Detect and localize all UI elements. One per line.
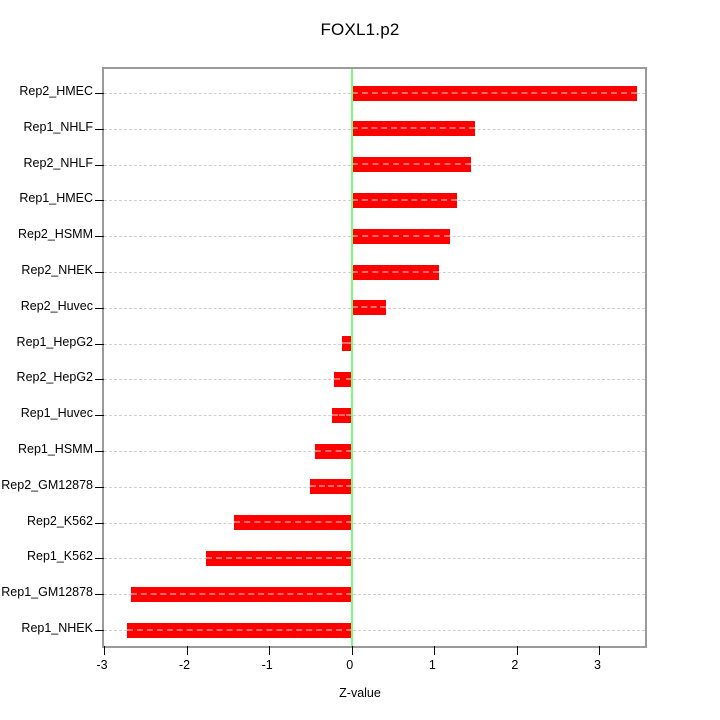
y-axis-tick-label: Rep2_NHEK	[21, 263, 93, 277]
y-axis-tick-label: Rep1_HSMM	[17, 442, 93, 456]
bar-pattern	[333, 377, 352, 380]
y-axis-tick-label: Rep1_NHLF	[23, 119, 93, 134]
x-axis-tick-label: 1	[428, 658, 436, 672]
bar-pattern	[233, 521, 352, 524]
x-axis-tick	[351, 646, 353, 655]
x-axis-tick-label: -3	[96, 658, 108, 672]
zero-reference-line	[350, 69, 353, 646]
gridline	[104, 558, 645, 560]
bar-pattern	[351, 91, 637, 94]
y-axis-tick	[95, 630, 104, 631]
bar-pattern	[351, 234, 450, 237]
y-axis-tick	[95, 200, 104, 202]
y-axis-tick-label: Rep2_Huvec	[20, 298, 93, 313]
y-axis-tick-label: Rep1_Huvec	[20, 406, 93, 421]
bar-pattern	[331, 413, 352, 416]
gridline	[104, 594, 645, 596]
y-axis-tick	[95, 594, 104, 596]
bar[interactable]	[309, 479, 352, 495]
y-axis-tick-label: Rep1_HMEC	[19, 191, 93, 206]
bar-pattern	[309, 485, 352, 488]
bar[interactable]	[351, 264, 440, 280]
y-axis-tick	[95, 379, 104, 381]
plot-inner	[95, 69, 645, 655]
bar[interactable]	[351, 85, 637, 101]
bar-pattern	[131, 592, 352, 595]
gridline	[104, 630, 645, 631]
y-axis-tick-label: Rep2_GM12878	[1, 477, 93, 492]
x-axis-tick	[516, 646, 518, 655]
bar[interactable]	[351, 228, 450, 244]
bar[interactable]	[127, 622, 352, 638]
x-axis-labels: -3 -2 -1 0 1 2 3	[96, 658, 647, 678]
bar-pattern	[351, 306, 386, 309]
bar[interactable]	[351, 300, 386, 316]
bar-pattern	[351, 198, 458, 201]
y-axis-tick-label: Rep2_HepG2	[16, 370, 93, 385]
bar-pattern	[315, 449, 352, 452]
y-axis-tick	[95, 343, 104, 345]
x-axis-tick	[599, 646, 601, 655]
x-axis-tick-label: 2	[511, 658, 519, 672]
y-axis-tick	[95, 486, 104, 488]
x-axis-tick	[434, 646, 436, 655]
x-axis-tick	[186, 646, 188, 655]
y-axis-tick	[95, 93, 104, 94]
bar-pattern	[351, 270, 440, 273]
x-axis-tick-label: 3	[593, 658, 601, 672]
y-axis-labels: Rep2_HMEC Rep1_NHLF Rep2_NHLF Rep1_HMEC Rep2…	[0, 67, 93, 648]
bar[interactable]	[351, 192, 458, 208]
x-axis-tick	[269, 646, 271, 655]
gridline	[104, 486, 645, 488]
bar[interactable]	[331, 407, 352, 423]
y-axis-tick	[95, 236, 104, 238]
x-axis-tick-label: -2	[179, 658, 191, 672]
y-axis-tick	[95, 164, 104, 166]
gridline	[104, 415, 645, 417]
gridline	[104, 522, 645, 524]
y-axis-tick-label: Rep1_K562	[26, 549, 93, 564]
bar[interactable]	[131, 586, 352, 602]
y-axis-tick	[95, 415, 104, 417]
plot-area	[95, 67, 647, 655]
y-axis-tick	[95, 307, 104, 309]
y-axis-tick	[95, 451, 104, 452]
bar[interactable]	[341, 336, 352, 352]
gridline	[104, 343, 645, 345]
x-axis-tick-label: -1	[261, 658, 273, 672]
y-axis-tick-label: Rep1_GM12878	[1, 585, 93, 600]
y-axis-tick-label: Rep2_HSMM	[17, 227, 93, 242]
bar-pattern	[351, 127, 475, 130]
bar[interactable]	[333, 371, 352, 387]
bar[interactable]	[351, 157, 471, 173]
bar[interactable]	[351, 121, 475, 137]
y-axis-tick	[95, 272, 104, 273]
bar[interactable]	[233, 515, 352, 531]
x-axis-title: Z-value	[339, 686, 381, 700]
y-axis-tick	[95, 558, 104, 560]
y-axis-tick-label: Rep2_NHLF	[23, 155, 93, 170]
bar[interactable]	[315, 443, 352, 459]
x-axis-tick	[104, 646, 105, 655]
bar-pattern	[205, 556, 352, 559]
bar-pattern	[351, 163, 471, 166]
y-axis-tick-label: Rep1_NHEK	[21, 621, 93, 635]
bar-pattern	[341, 342, 352, 345]
x-axis-tick-label: 0	[346, 658, 354, 672]
bar[interactable]	[205, 550, 352, 566]
y-axis-tick-label: Rep2_HMEC	[19, 84, 93, 98]
y-axis-tick	[95, 522, 104, 524]
y-axis-tick	[95, 128, 104, 130]
bar-pattern	[127, 628, 352, 631]
gridline	[104, 379, 645, 381]
gridline	[104, 451, 645, 452]
y-axis-tick-label: Rep2_K562	[26, 513, 93, 528]
y-axis-tick-label: Rep1_HepG2	[16, 334, 93, 349]
chart-title: FOXL1.p2	[320, 20, 400, 39]
